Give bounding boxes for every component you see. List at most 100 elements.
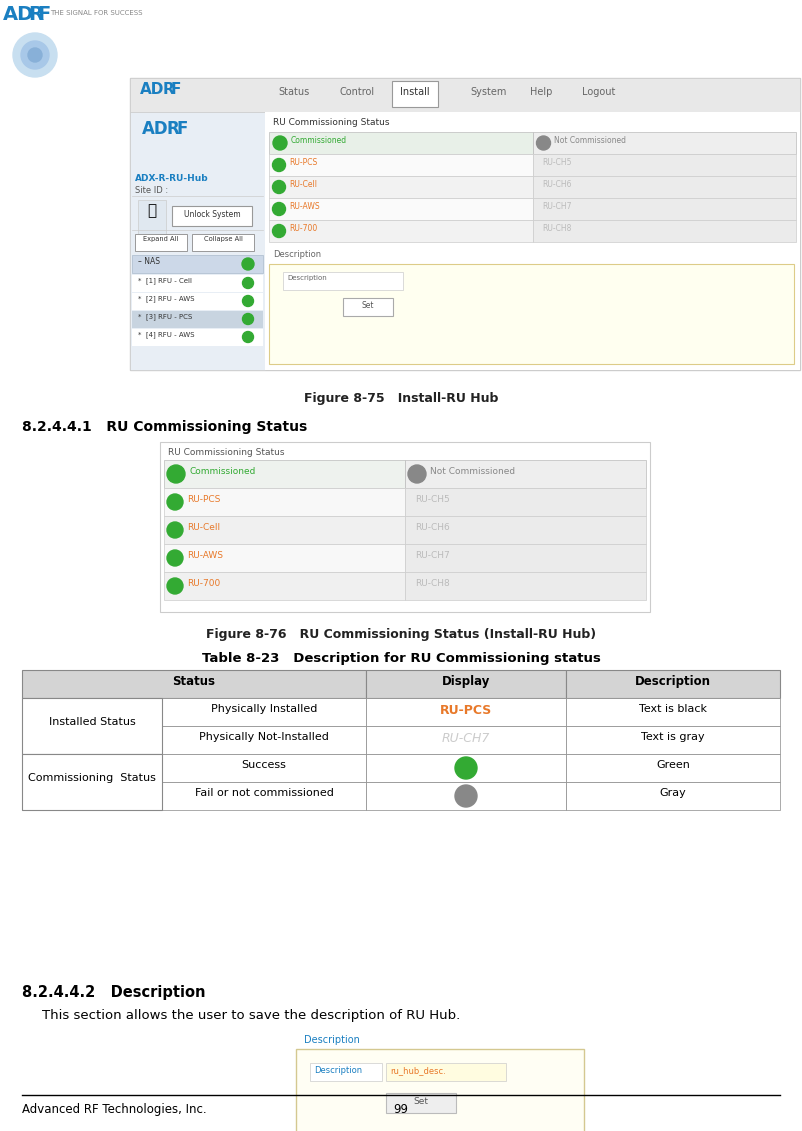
Bar <box>132 329 263 346</box>
Text: RU-PCS: RU-PCS <box>187 495 221 504</box>
Bar <box>22 698 162 754</box>
Text: System: System <box>470 87 506 97</box>
Text: Installed Status: Installed Status <box>49 717 136 727</box>
Bar <box>566 782 780 810</box>
Bar <box>366 670 566 698</box>
Bar <box>162 754 366 782</box>
Bar <box>566 670 780 698</box>
Bar <box>162 698 366 726</box>
Bar <box>533 221 796 242</box>
Circle shape <box>242 277 253 288</box>
Bar <box>296 1048 584 1131</box>
Text: RU-700: RU-700 <box>289 224 318 233</box>
Bar <box>22 782 162 810</box>
Text: Collapse All: Collapse All <box>204 236 242 242</box>
Bar <box>22 670 366 698</box>
Bar <box>405 516 646 544</box>
Circle shape <box>273 136 287 150</box>
Text: Text is black: Text is black <box>639 703 707 714</box>
Bar <box>269 198 533 221</box>
Bar <box>269 154 533 176</box>
Circle shape <box>273 181 286 193</box>
Text: ru_hub_desc.: ru_hub_desc. <box>390 1067 446 1074</box>
Bar <box>22 698 162 726</box>
Text: Install: Install <box>400 87 430 97</box>
Text: *  [4] RFU - AWS: * [4] RFU - AWS <box>138 331 195 338</box>
Bar <box>392 81 438 107</box>
Text: Status: Status <box>172 675 216 688</box>
Bar <box>265 112 800 370</box>
Bar <box>366 782 566 810</box>
Bar <box>533 154 796 176</box>
Bar <box>164 516 405 544</box>
Bar <box>130 78 800 370</box>
Text: Set: Set <box>414 1097 428 1106</box>
Bar <box>405 572 646 601</box>
Circle shape <box>152 138 180 166</box>
Bar <box>366 726 566 754</box>
Circle shape <box>242 295 253 307</box>
Circle shape <box>408 465 426 483</box>
Text: F: F <box>171 83 181 97</box>
Text: RU-CH7: RU-CH7 <box>542 202 572 211</box>
Text: *  [3] RFU - PCS: * [3] RFU - PCS <box>138 313 192 320</box>
Circle shape <box>273 158 286 172</box>
Circle shape <box>158 144 174 159</box>
Text: Physically Not-Installed: Physically Not-Installed <box>199 732 329 742</box>
Text: Figure 8-76   RU Commissioning Status (Install-RU Hub): Figure 8-76 RU Commissioning Status (Ins… <box>206 628 596 641</box>
Bar <box>132 275 263 292</box>
Text: Table 8-23   Description for RU Commissioning status: Table 8-23 Description for RU Commission… <box>201 651 601 665</box>
Circle shape <box>21 41 49 69</box>
Text: Advanced RF Technologies, Inc.: Advanced RF Technologies, Inc. <box>22 1103 207 1116</box>
Circle shape <box>28 48 42 62</box>
Text: Control: Control <box>340 87 375 97</box>
Text: Commissioned: Commissioned <box>291 136 347 145</box>
Text: Text is gray: Text is gray <box>641 732 705 742</box>
Text: Commissioned: Commissioned <box>189 467 255 476</box>
Text: Status: Status <box>278 87 310 97</box>
Text: Description: Description <box>304 1035 360 1045</box>
Text: AD: AD <box>3 5 34 24</box>
Bar <box>566 754 780 782</box>
Text: *  [1] RFU - Cell: * [1] RFU - Cell <box>138 277 192 284</box>
Bar <box>164 487 405 516</box>
Circle shape <box>455 757 477 779</box>
Circle shape <box>144 130 188 174</box>
Text: Fail or not commissioned: Fail or not commissioned <box>195 788 334 798</box>
Text: Logout: Logout <box>582 87 615 97</box>
Circle shape <box>242 258 254 270</box>
Text: RU-PCS: RU-PCS <box>439 703 492 717</box>
Bar <box>405 460 646 487</box>
Bar <box>132 293 263 310</box>
Text: RU-CH5: RU-CH5 <box>542 158 572 167</box>
Bar <box>192 234 254 251</box>
Bar <box>130 78 800 112</box>
Text: Description: Description <box>635 675 711 688</box>
Bar <box>135 234 187 251</box>
Text: RU-CH7: RU-CH7 <box>442 732 490 745</box>
Text: Figure 8-75   Install-RU Hub: Figure 8-75 Install-RU Hub <box>304 392 498 405</box>
Bar <box>533 198 796 221</box>
Text: RU-CH6: RU-CH6 <box>415 523 450 532</box>
Bar <box>162 782 366 810</box>
Text: RU-CH6: RU-CH6 <box>542 180 572 189</box>
Circle shape <box>242 331 253 343</box>
Bar <box>533 132 796 154</box>
Bar <box>164 572 405 601</box>
Text: RU-Cell: RU-Cell <box>187 523 220 532</box>
Text: Success: Success <box>241 760 286 770</box>
Text: RU-Cell: RU-Cell <box>289 180 317 189</box>
Text: Description: Description <box>314 1067 363 1074</box>
Bar <box>405 544 646 572</box>
Bar <box>138 200 166 234</box>
Text: Not Commissioned: Not Commissioned <box>554 136 626 145</box>
Circle shape <box>273 224 286 238</box>
Bar <box>22 754 162 782</box>
Text: RU Commissioning Status: RU Commissioning Status <box>168 448 285 457</box>
Text: F: F <box>37 5 51 24</box>
Circle shape <box>167 494 183 510</box>
Bar <box>343 297 393 316</box>
Text: Green: Green <box>656 760 690 770</box>
Bar <box>130 112 265 370</box>
Text: RU-CH8: RU-CH8 <box>415 579 450 588</box>
